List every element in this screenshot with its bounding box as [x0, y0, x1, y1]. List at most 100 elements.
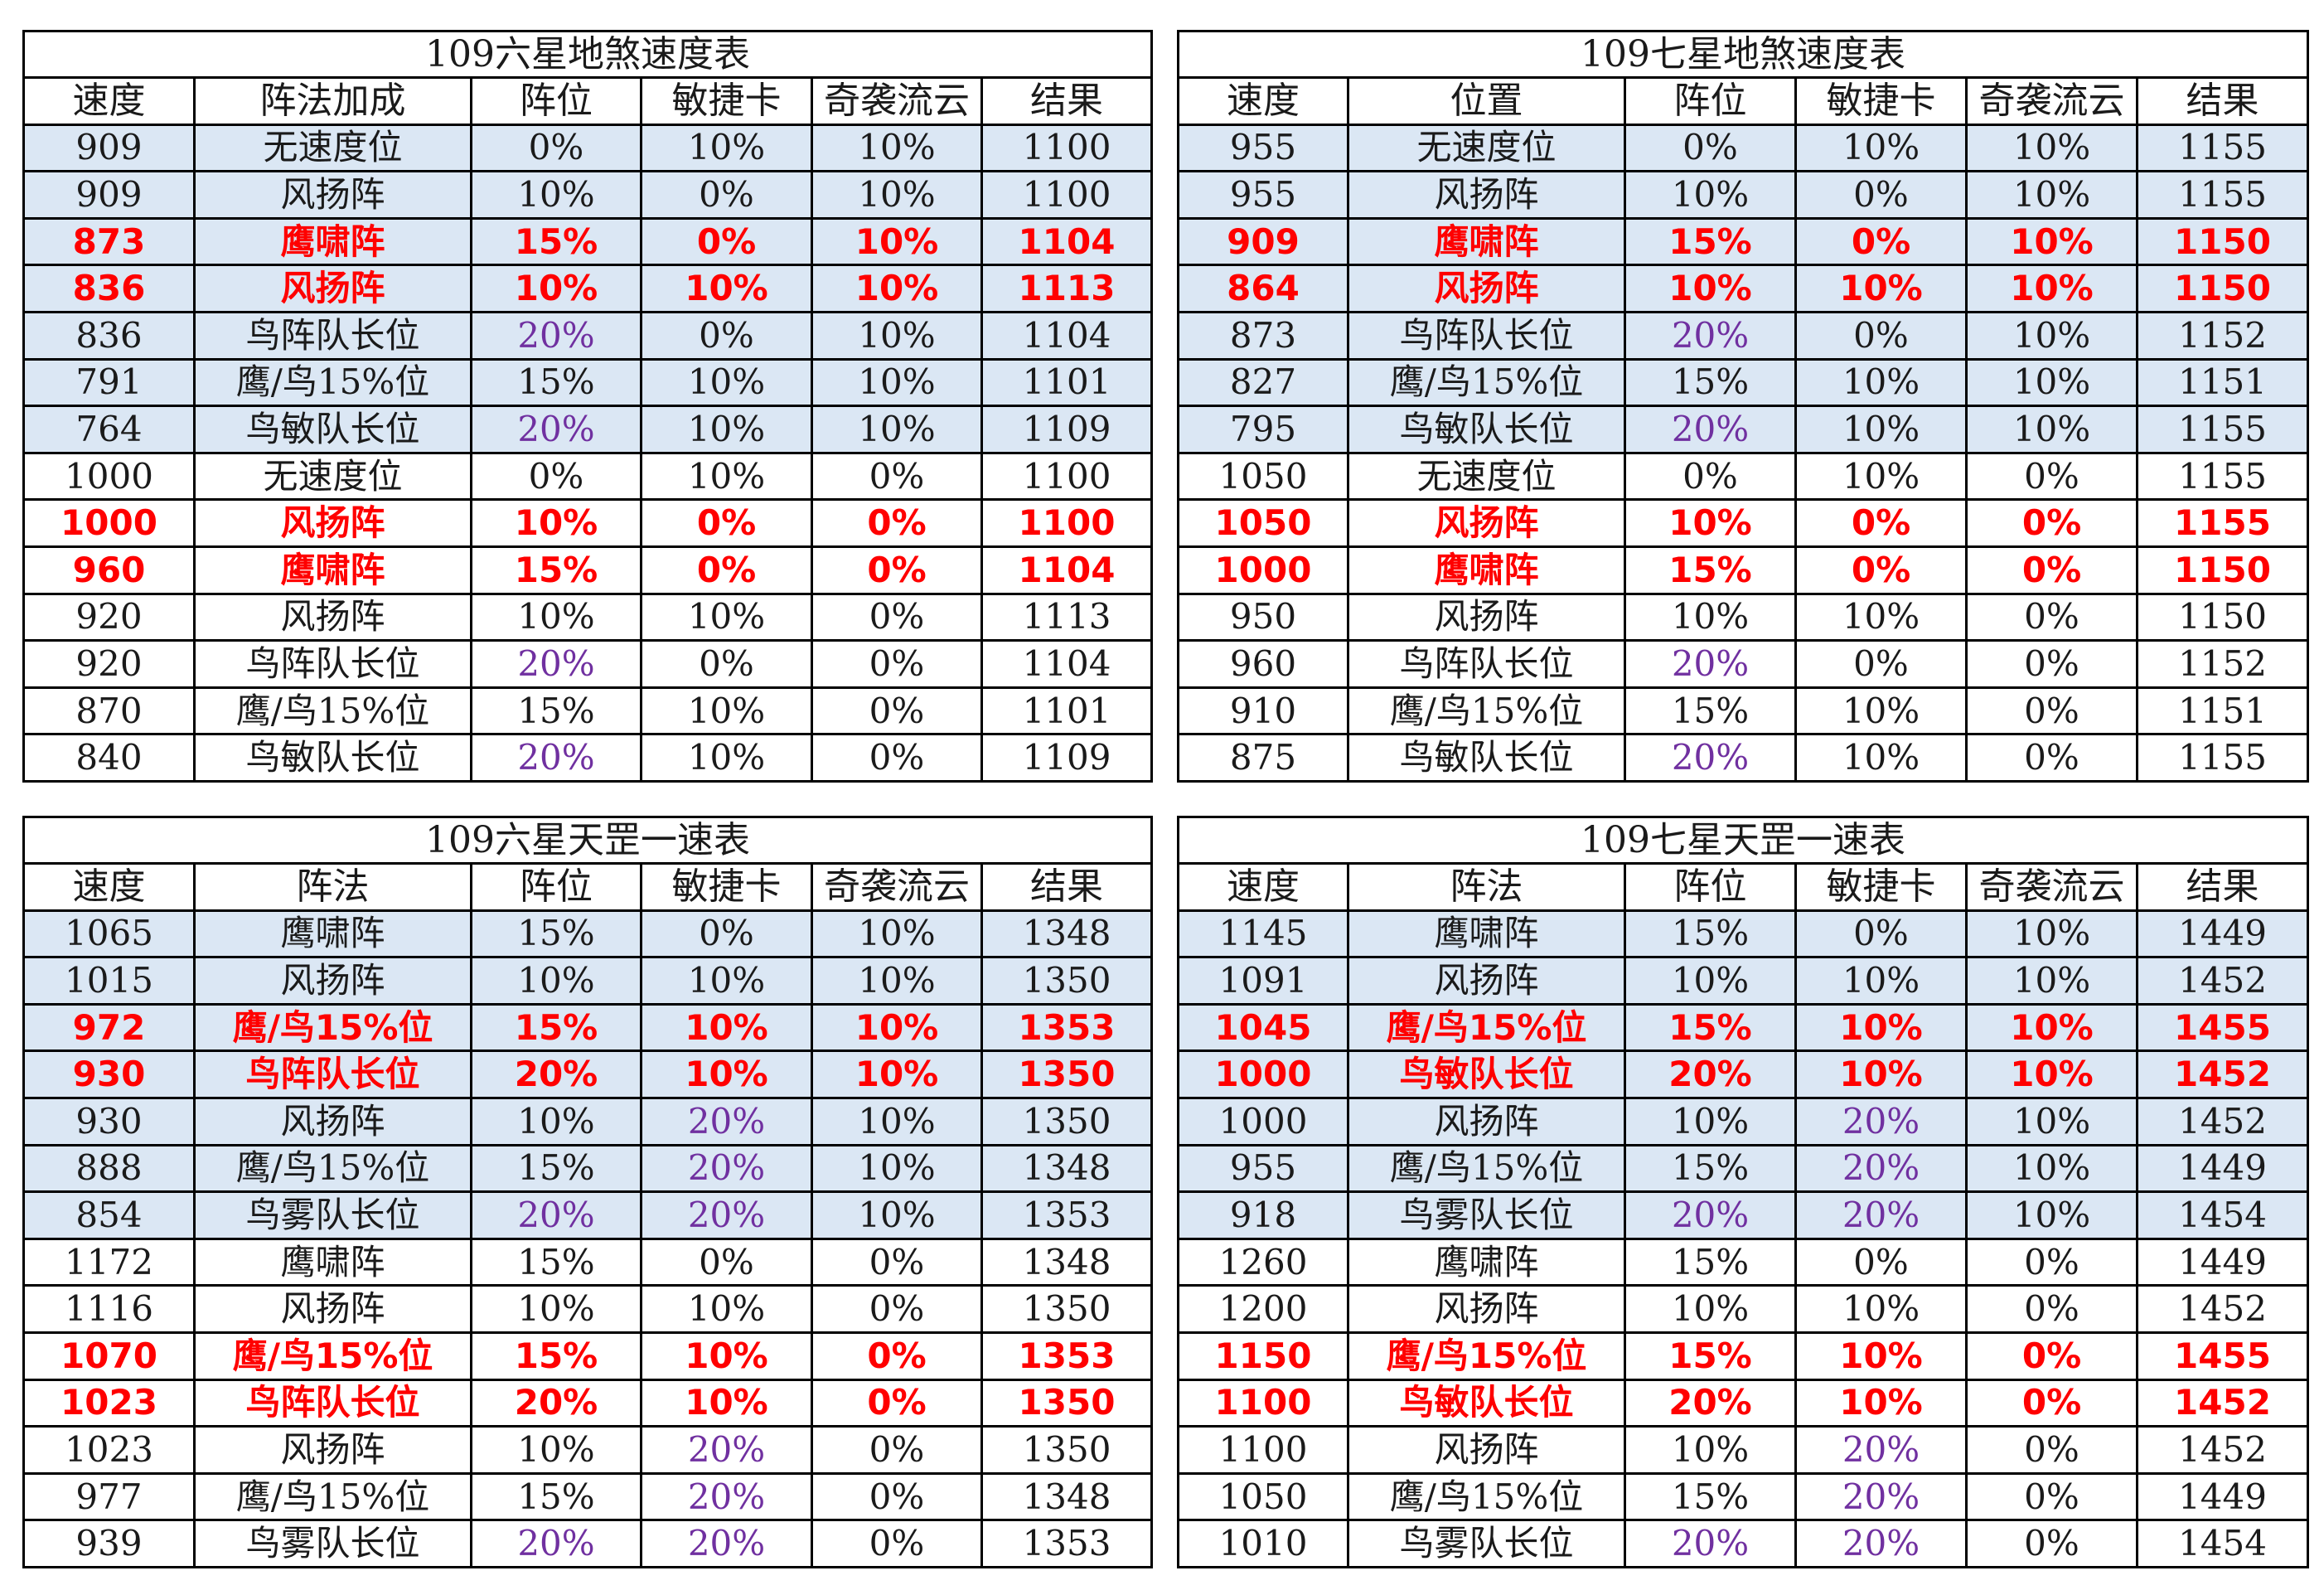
table-cell: 鹰/鸟15%位	[193, 1471, 472, 1522]
table-row: 873 鸟阵队长位 20% 0% 10% 1152	[1177, 310, 2310, 361]
table-cell: 0%	[640, 909, 813, 959]
speed-table-six-star-tiangang: 109六星天罡一速表 速度 阵法 阵位 敏捷卡 奇袭流云 结果 1065 鹰啸阵 15% 0% 10%…	[22, 816, 1154, 1568]
table-cell: 0%	[1965, 639, 2138, 689]
table-cell: 鹰啸阵	[1347, 216, 1626, 267]
table-cell: 910	[1177, 686, 1349, 736]
table-cell: 鹰啸阵	[193, 545, 472, 595]
table-row: 910 鹰/鸟15%位 15% 10% 0% 1151	[1177, 686, 2310, 736]
table-cell: 10%	[1965, 310, 2138, 361]
table-cell: 0%	[811, 592, 983, 642]
table-cell: 972	[22, 1002, 196, 1053]
table-row: 840 鸟敏队长位 20% 10% 0% 1109	[22, 733, 1154, 783]
table-cell: 鸟敏队长位	[1347, 1378, 1626, 1428]
table-cell: 1145	[1177, 909, 1349, 959]
table-row: 1100 风扬阵 10% 20% 0% 1452	[1177, 1425, 2310, 1475]
table-row: 909 风扬阵 10% 0% 10% 1100	[22, 170, 1154, 220]
table-cell: 10%	[1965, 1049, 2138, 1099]
table-cell: 10%	[811, 909, 983, 959]
table-cell: 10%	[1965, 264, 2138, 313]
table-cell: 20%	[640, 1471, 813, 1522]
table-cell: 无速度位	[193, 123, 472, 173]
table-cell: 风扬阵	[193, 1425, 472, 1475]
column-header: 速度	[22, 862, 196, 912]
column-header: 结果	[980, 76, 1154, 126]
table-cell: 1000	[22, 451, 196, 502]
column-header: 结果	[2135, 76, 2310, 126]
table-cell: 20%	[470, 310, 642, 361]
table-cell: 10%	[640, 592, 813, 642]
table-cell: 10%	[1624, 1425, 1797, 1475]
table-cell: 20%	[640, 1190, 813, 1240]
table-cell: 鸟雾队长位	[1347, 1190, 1626, 1240]
table-cell: 0%	[811, 1331, 983, 1381]
table-cell: 15%	[1624, 1471, 1797, 1522]
table-cell: 1348	[980, 1143, 1154, 1194]
table-cell: 0%	[811, 1378, 983, 1428]
table-cell: 1350	[980, 1284, 1154, 1334]
table-cell: 1104	[980, 639, 1154, 689]
table-cell: 鸟阵队长位	[193, 310, 472, 361]
table-cell: 1000	[22, 498, 196, 548]
column-header: 阵法	[193, 862, 472, 912]
table-cell: 0%	[811, 1284, 983, 1334]
table-row: 920 鸟阵队长位 20% 0% 0% 1104	[22, 639, 1154, 689]
column-header: 速度	[1177, 76, 1349, 126]
table-header-row: 速度 阵法加成 阵位 敏捷卡 奇袭流云 结果	[22, 76, 1154, 126]
table-cell: 鸟阵队长位	[193, 1378, 472, 1428]
table-cell: 无速度位	[193, 451, 472, 502]
table-cell: 鹰/鸟15%位	[1347, 1002, 1626, 1053]
table-cell: 鸟敏队长位	[1347, 405, 1626, 454]
table-cell: 920	[22, 639, 196, 689]
table-cell: 20%	[470, 639, 642, 689]
table-cell: 0%	[811, 733, 983, 783]
table-row: 864 风扬阵 10% 10% 10% 1150	[1177, 264, 2310, 313]
table-cell: 955	[1177, 1143, 1349, 1194]
table-cell: 10%	[1794, 1331, 1968, 1381]
table-cell: 20%	[1794, 1471, 1968, 1522]
table-cell: 10%	[1965, 1002, 2138, 1053]
table-cell: 鸟雾队长位	[193, 1190, 472, 1240]
table-row: 977 鹰/鸟15%位 15% 20% 0% 1348	[22, 1471, 1154, 1522]
table-cell: 1100	[1177, 1378, 1349, 1428]
table-cell: 风扬阵	[193, 498, 472, 548]
table-cell: 20%	[1794, 1143, 1968, 1194]
table-row: 1023 鸟阵队长位 20% 10% 0% 1350	[22, 1378, 1154, 1428]
speed-table-six-star-disha: 109六星地煞速度表 速度 阵法加成 阵位 敏捷卡 奇袭流云 结果 909 无速度位 0% 10% 1…	[22, 30, 1154, 783]
table-cell: 20%	[1794, 1425, 1968, 1475]
table-title-row: 109六星天罡一速表	[22, 816, 1154, 865]
table-row: 854 鸟雾队长位 20% 20% 10% 1353	[22, 1190, 1154, 1240]
table-cell: 1449	[2135, 1471, 2310, 1522]
table-cell: 0%	[640, 170, 813, 220]
table-cell: 960	[1177, 639, 1349, 689]
table-cell: 864	[1177, 264, 1349, 313]
table-cell: 鹰/鸟15%位	[193, 686, 472, 736]
table-cell: 10%	[1794, 405, 1968, 454]
table-cell: 鸟阵队长位	[193, 1049, 472, 1099]
table-cell: 10%	[470, 956, 642, 1006]
table-title-row: 109六星地煞速度表	[22, 30, 1154, 79]
table-cell: 791	[22, 357, 196, 408]
table-cell: 鹰啸阵	[1347, 909, 1626, 959]
table-cell: 20%	[1624, 733, 1797, 783]
table-row: 836 鸟阵队长位 20% 0% 10% 1104	[22, 310, 1154, 361]
table-cell: 1353	[980, 1331, 1154, 1381]
table-cell: 鸟阵队长位	[193, 639, 472, 689]
table-cell: 风扬阵	[1347, 956, 1626, 1006]
table-cell: 鹰/鸟15%位	[193, 1002, 472, 1053]
table-row: 875 鸟敏队长位 20% 10% 0% 1155	[1177, 733, 2310, 783]
table-cell: 870	[22, 686, 196, 736]
table-cell: 20%	[640, 1425, 813, 1475]
table-cell: 836	[22, 264, 196, 313]
table-title-row: 109七星天罡一速表	[1176, 816, 2310, 865]
column-header: 敏捷卡	[1794, 76, 1968, 126]
table-cell: 1065	[22, 909, 196, 959]
table-row: 955 无速度位 0% 10% 10% 1155	[1177, 123, 2310, 173]
table-cell: 10%	[811, 405, 983, 454]
table-cell: 920	[22, 592, 196, 642]
table-header-row: 速度 阵法 阵位 敏捷卡 奇袭流云 结果	[1177, 862, 2310, 912]
table-cell: 1050	[1177, 451, 1349, 502]
table-cell: 10%	[640, 686, 813, 736]
table-cell: 1155	[2135, 170, 2310, 220]
table-cell: 10%	[1794, 1284, 1968, 1334]
table-row: 960 鹰啸阵 15% 0% 0% 1104	[22, 545, 1154, 595]
